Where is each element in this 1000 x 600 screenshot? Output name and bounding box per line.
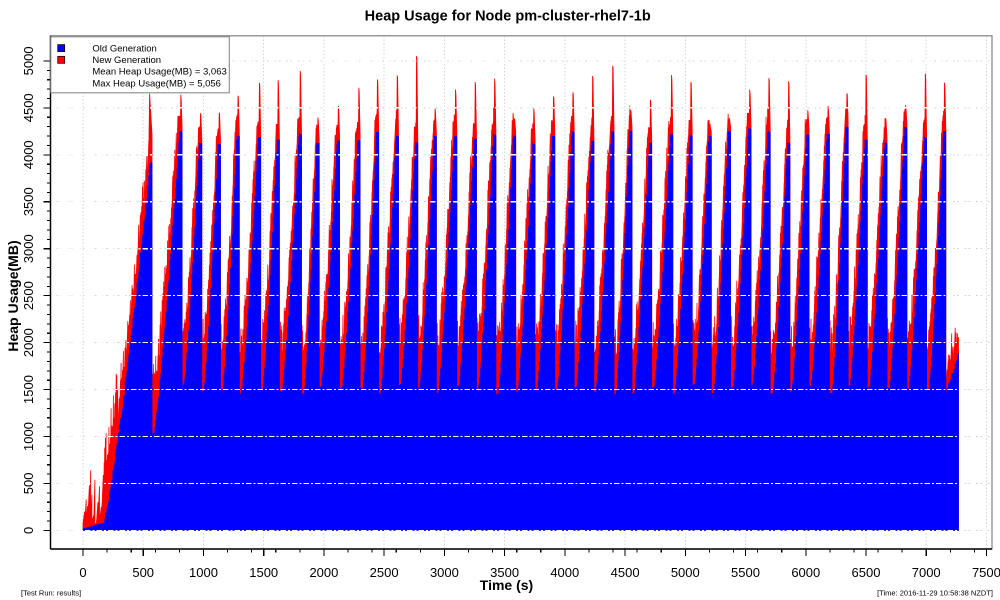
svg-text:Time (s): Time (s): [480, 577, 533, 593]
svg-text:6500: 6500: [852, 565, 881, 580]
svg-text:5000: 5000: [21, 46, 36, 75]
svg-text:Max Heap Usage(MB) = 5,056: Max Heap Usage(MB) = 5,056: [92, 78, 221, 89]
svg-text:1500: 1500: [21, 375, 36, 404]
svg-text:Old Generation: Old Generation: [92, 43, 156, 54]
svg-text:Heap Usage for Node pm-cluster: Heap Usage for Node pm-cluster-rhel7-1b: [365, 9, 651, 25]
svg-text:7500: 7500: [972, 565, 1000, 580]
svg-text:6000: 6000: [791, 565, 820, 580]
svg-text:3000: 3000: [430, 565, 459, 580]
svg-text:4000: 4000: [21, 140, 36, 169]
svg-text:5500: 5500: [731, 565, 760, 580]
svg-text:4500: 4500: [21, 93, 36, 122]
svg-text:4500: 4500: [611, 565, 640, 580]
svg-text:500: 500: [21, 473, 36, 495]
svg-text:0: 0: [79, 565, 86, 580]
svg-text:3500: 3500: [490, 565, 519, 580]
svg-text:[Time: 2016-11-29 10:58:38 NZD: [Time: 2016-11-29 10:58:38 NZDT]: [877, 588, 993, 597]
svg-text:1000: 1000: [189, 565, 218, 580]
svg-text:3500: 3500: [21, 187, 36, 216]
svg-text:7000: 7000: [912, 565, 941, 580]
svg-text:4000: 4000: [550, 565, 579, 580]
svg-text:Heap Usage(MB): Heap Usage(MB): [5, 240, 21, 351]
svg-text:1000: 1000: [21, 422, 36, 451]
svg-text:1500: 1500: [249, 565, 278, 580]
svg-text:2000: 2000: [21, 328, 36, 357]
svg-text:2500: 2500: [21, 281, 36, 310]
svg-text:5000: 5000: [671, 565, 700, 580]
svg-text:500: 500: [132, 565, 154, 580]
svg-text:New Generation: New Generation: [92, 55, 161, 66]
svg-text:Mean Heap Usage(MB) = 3,063: Mean Heap Usage(MB) = 3,063: [92, 67, 226, 78]
svg-text:2500: 2500: [370, 565, 399, 580]
svg-text:2000: 2000: [309, 565, 338, 580]
svg-text:0: 0: [21, 527, 36, 534]
svg-text:[Test Run: results]: [Test Run: results]: [21, 589, 81, 598]
svg-text:3000: 3000: [21, 234, 36, 263]
